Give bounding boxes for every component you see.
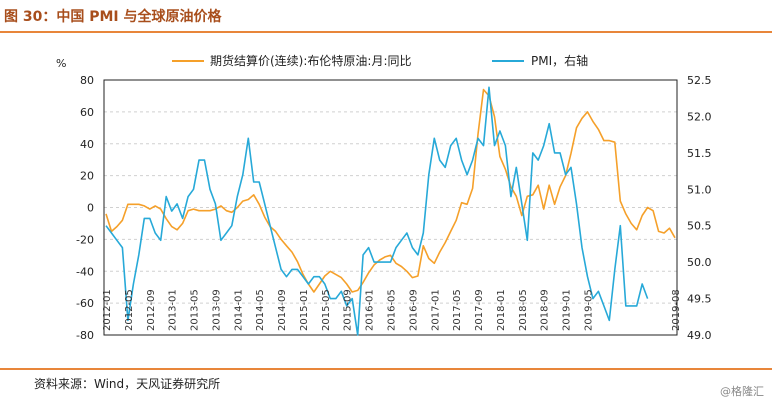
left-tick-label: -60 [76, 297, 94, 310]
series-line-brent [105, 88, 676, 293]
left-axis-unit: % [56, 57, 66, 70]
x-tick-label: 2012-01 [102, 289, 113, 331]
x-tick-label: 2015-01 [299, 289, 310, 331]
x-axis-labels: 2012-01 2012-05 2012-09 2013-01 2013-05 2013-… [102, 289, 682, 331]
x-tick-label: 2012-09 [146, 289, 157, 331]
x-tick-label: 2017-05 [452, 289, 463, 331]
left-tick-label: 20 [80, 170, 94, 183]
footer-divider [0, 368, 772, 370]
x-tick-label: 2019-05 [583, 289, 594, 331]
left-tick-label: 60 [80, 106, 94, 119]
x-tick-label: 2018-09 [540, 289, 551, 331]
right-tick-label: 52.0 [687, 110, 712, 123]
left-axis: -80 -60 -40 -20 0 20 40 60 80 [76, 74, 94, 342]
right-tick-label: 51.0 [687, 183, 712, 196]
x-tick-label: 2013-09 [211, 289, 222, 331]
x-tick-label: 2014-01 [233, 289, 244, 331]
x-tick-label: 2016-01 [365, 289, 376, 331]
plot-frame [103, 79, 678, 336]
right-tick-label: 52.5 [687, 74, 712, 87]
x-tick-label: 2015-09 [343, 289, 354, 331]
right-tick-label: 49.0 [687, 329, 712, 342]
x-tick-label: 2013-05 [190, 289, 201, 331]
x-tick-label: 2019-01 [562, 289, 573, 331]
left-tick-label: -20 [76, 233, 94, 246]
series-line-pmi [105, 86, 649, 336]
x-tick-label: 2012-05 [124, 289, 135, 331]
x-tick-label: 2016-05 [387, 289, 398, 331]
left-tick-label: 0 [87, 202, 94, 215]
right-axis: 49.0 49.5 50.0 50.5 51.0 51.5 52.0 52.5 [687, 74, 712, 342]
x-tick-label: 2019-08 [671, 289, 682, 331]
legend-label-brent: 期货结算价(连续):布伦特原油:月:同比 [210, 53, 412, 68]
right-tick-label: 49.5 [687, 293, 712, 306]
right-tick-label: 50.5 [687, 220, 712, 233]
chart: -80 -60 -40 -20 0 20 40 60 80 49.0 49.5 50.0 50.5 51… [56, 53, 712, 342]
x-tick-label: 2017-09 [474, 289, 485, 331]
right-tick-label: 50.0 [687, 256, 712, 269]
x-tick-label: 2018-01 [496, 289, 507, 331]
x-tick-label: 2015-05 [321, 289, 332, 331]
chart-title: 图 30：中国 PMI 与全球原油价格 [4, 9, 222, 25]
x-tick-label: 2017-01 [430, 289, 441, 331]
title-divider [0, 31, 772, 33]
source-note: 资料来源：Wind，天风证券研究所 [34, 377, 221, 391]
x-tick-label: 2013-01 [168, 289, 179, 331]
left-tick-label: -80 [76, 329, 94, 342]
left-tick-label: 80 [80, 74, 94, 87]
legend-label-pmi: PMI，右轴 [531, 53, 588, 68]
x-tick-label: 2014-05 [255, 289, 266, 331]
left-tick-label: 40 [80, 138, 94, 151]
x-tick-label: 2018-05 [518, 289, 529, 331]
right-tick-label: 51.5 [687, 147, 712, 160]
legend: 期货结算价(连续):布伦特原油:月:同比 PMI，右轴 [172, 53, 588, 68]
series-layer [105, 86, 676, 336]
x-tick-label: 2014-09 [277, 289, 288, 331]
x-tick-label: 2016-09 [408, 289, 419, 331]
watermark: @格隆汇 [720, 385, 764, 398]
left-tick-label: -40 [76, 265, 94, 278]
